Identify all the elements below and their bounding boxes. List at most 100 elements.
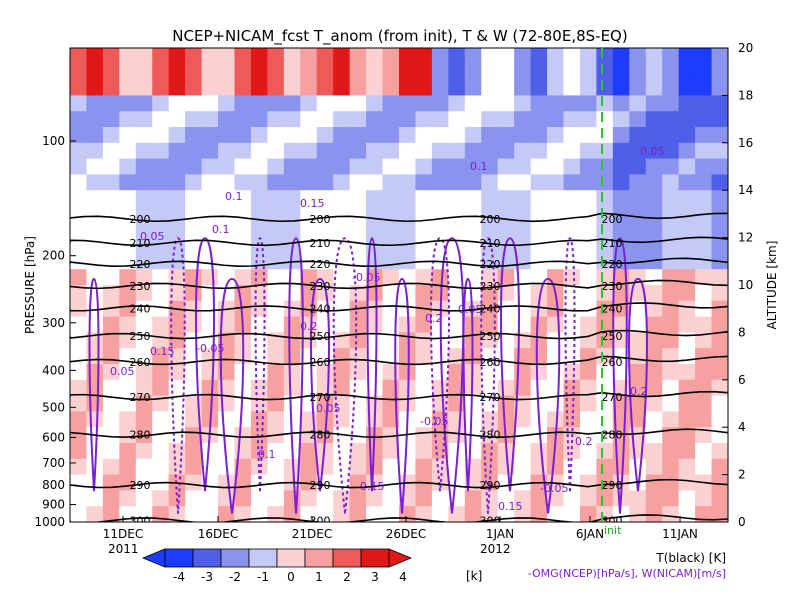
shading-cell (349, 348, 367, 365)
shading-cell (629, 379, 647, 397)
shading-cell (399, 111, 417, 128)
shading-cell (70, 269, 88, 286)
shading-cell (662, 443, 680, 460)
shading-cell (102, 285, 120, 302)
shading-cell (481, 427, 499, 444)
shading-cell (678, 364, 696, 381)
shading-cell (366, 48, 384, 65)
shading-cell (612, 127, 630, 144)
shading-cell (415, 395, 433, 412)
shading-cell (678, 316, 696, 333)
shading-cell (514, 174, 532, 191)
shading-cell (333, 206, 351, 223)
shading-cell (448, 95, 466, 112)
shading-cell (695, 142, 713, 160)
shading-cell (349, 458, 367, 476)
shading-cell (563, 206, 581, 223)
shading-cell (135, 111, 153, 128)
shading-cell (481, 63, 499, 81)
shading-cell (382, 253, 400, 270)
shading-cell (579, 364, 597, 381)
shading-cell (152, 190, 170, 207)
shading-cell (102, 411, 120, 428)
shading-cell (629, 221, 647, 239)
shading-cell (678, 174, 696, 191)
shading-cell (662, 158, 680, 175)
shading-cell (102, 332, 120, 349)
colorbar-arrow-left (141, 548, 166, 568)
shading-cell (333, 395, 351, 412)
shading-cell (497, 127, 515, 144)
shading-cell (579, 316, 597, 333)
shading-cell (218, 95, 236, 112)
shading-cell (152, 300, 170, 318)
shading-cell (218, 63, 236, 81)
shading-cell (629, 300, 647, 318)
shading-cell (201, 174, 219, 191)
colorbar: -4 -3 -2 -1 0 1 2 3 4 (141, 548, 413, 584)
shading-cell (662, 411, 680, 428)
shading-cell (547, 111, 565, 128)
shading-cell (629, 142, 647, 160)
shading-cell (382, 221, 400, 239)
shading-cell (563, 95, 581, 112)
shading-cell (185, 490, 203, 507)
shading-cell (579, 127, 597, 144)
shading-cell (678, 300, 696, 318)
shading-cell (464, 111, 482, 128)
shading-cell (612, 190, 630, 207)
shading-cell (563, 379, 581, 397)
shading-cell (283, 127, 301, 144)
shading-cell (201, 269, 219, 286)
shading-cell (431, 174, 449, 191)
shading-cell (333, 269, 351, 286)
shading-cell (514, 458, 532, 476)
shading-cell (201, 79, 219, 96)
shading-cell (349, 48, 367, 65)
temperature-contour-label: 280 (310, 429, 331, 442)
shading-cell (218, 190, 236, 207)
altitude-tick-label: 16 (738, 136, 753, 150)
altitude-tick-label: 20 (738, 41, 753, 55)
shading-cell (662, 63, 680, 81)
shading-cell (250, 490, 268, 507)
shading-cell (448, 364, 466, 381)
shading-cell (316, 63, 334, 81)
shading-cell (152, 506, 170, 522)
shading-cell (579, 474, 597, 491)
pressure-tick-label: 100 (42, 134, 65, 148)
shading-cell (464, 364, 482, 381)
shading-cell (612, 316, 630, 333)
temperature-contour-label: 300 (130, 514, 151, 527)
shading-cell (250, 158, 268, 175)
temperature-contour-label: 210 (130, 237, 151, 250)
shading-cell (431, 269, 449, 286)
shading-cell (497, 111, 515, 128)
shading-cell (86, 253, 104, 270)
shading-cell (629, 48, 647, 65)
shading-cell (201, 379, 219, 397)
shading-cell (70, 48, 88, 65)
shading-cell (201, 253, 219, 270)
shading-cell (547, 458, 565, 476)
velocity-contour (535, 277, 561, 514)
shading-cell (234, 395, 252, 412)
shading-cell (662, 300, 680, 318)
shading-cell (464, 411, 482, 428)
shading-cell (218, 79, 236, 96)
shading-cell (267, 379, 285, 397)
shading-cell (662, 190, 680, 207)
shading-cell (185, 158, 203, 175)
temperature-contour-label: 230 (602, 280, 623, 293)
shading-cell (711, 379, 728, 397)
shading-cell (579, 395, 597, 412)
shading-cell (530, 158, 548, 175)
shading-cell (547, 379, 565, 397)
shading-cell (234, 95, 252, 112)
shading-cell (530, 443, 548, 460)
shading-cell (152, 158, 170, 175)
shading-cell (530, 332, 548, 349)
shading-cell (201, 506, 219, 522)
shading-cell (514, 285, 532, 302)
shading-cell (431, 79, 449, 96)
